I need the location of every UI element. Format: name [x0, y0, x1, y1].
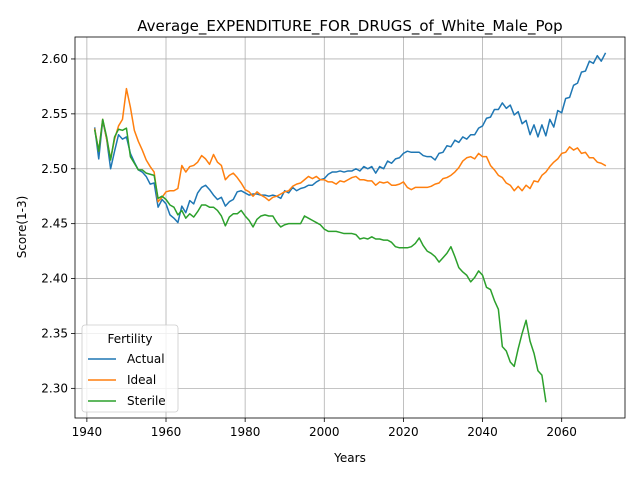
x-tick-label: 1960 [151, 425, 182, 439]
legend: Fertility Actual Ideal Sterile [81, 324, 179, 413]
x-tick-label: 2020 [388, 425, 419, 439]
legend-title: Fertility [107, 332, 152, 346]
plot-frame [74, 36, 626, 419]
series-line-sterile [93, 118, 547, 403]
x-tick-label: 2060 [546, 425, 577, 439]
legend-box [81, 324, 179, 413]
x-tick-label: 2040 [467, 425, 498, 439]
y-axis-label: Score(1-3) [15, 196, 29, 259]
series-layer [93, 52, 607, 403]
y-tick-label: 2.40 [41, 272, 68, 286]
y-tick-label: 2.35 [41, 326, 68, 340]
legend-label-sterile: Sterile [127, 394, 166, 408]
y-tick-label: 2.45 [41, 217, 68, 231]
y-tick-label: 2.30 [41, 381, 68, 395]
series-line-ideal [93, 87, 607, 203]
x-axis: 1940 1960 1980 2000 2020 2040 2060 [72, 418, 577, 439]
legend-entries: Actual Ideal Sterile [88, 352, 166, 408]
y-axis: 2.30 2.35 2.40 2.45 2.50 2.55 2.60 [41, 52, 75, 395]
legend-label-actual: Actual [127, 352, 165, 366]
y-tick-label: 2.55 [41, 107, 68, 121]
legend-label-ideal: Ideal [127, 373, 156, 387]
series-line-actual [93, 52, 607, 224]
x-tick-label: 1940 [72, 425, 103, 439]
y-tick-label: 2.50 [41, 162, 68, 176]
y-tick-label: 2.60 [41, 52, 68, 66]
x-axis-label: Years [333, 451, 366, 465]
x-tick-label: 1980 [230, 425, 261, 439]
chart-title: Average_EXPENDITURE_FOR_DRUGS_of_White_M… [137, 17, 562, 36]
x-tick-label: 2000 [309, 425, 340, 439]
